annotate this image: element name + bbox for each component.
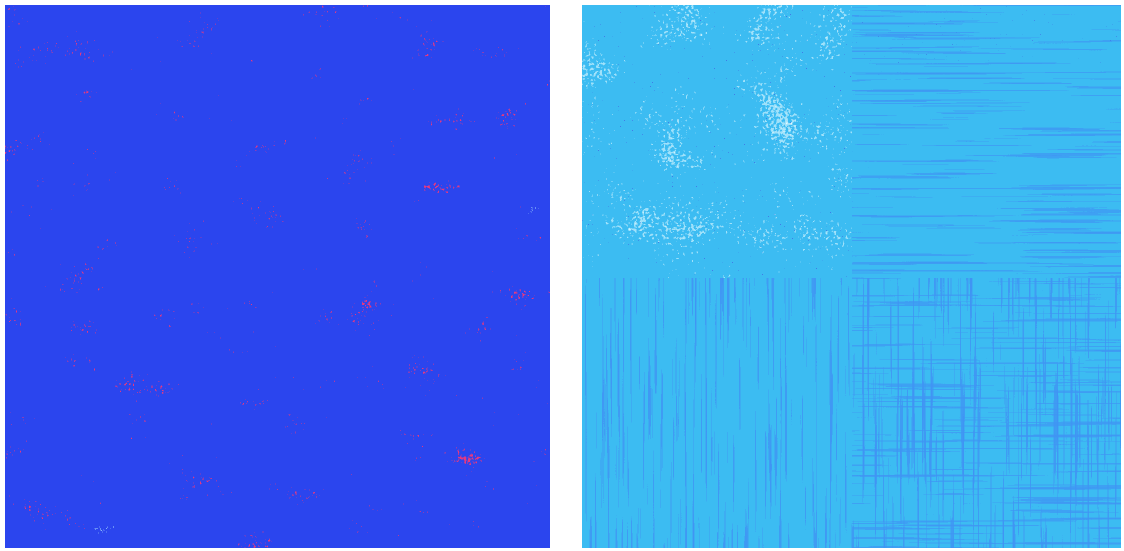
right-heatmap (582, 5, 1121, 548)
left-heatmap (5, 5, 550, 548)
texture-horizontal (852, 5, 1121, 548)
texture-red (5, 5, 550, 548)
texture-dark-top (582, 5, 1121, 65)
